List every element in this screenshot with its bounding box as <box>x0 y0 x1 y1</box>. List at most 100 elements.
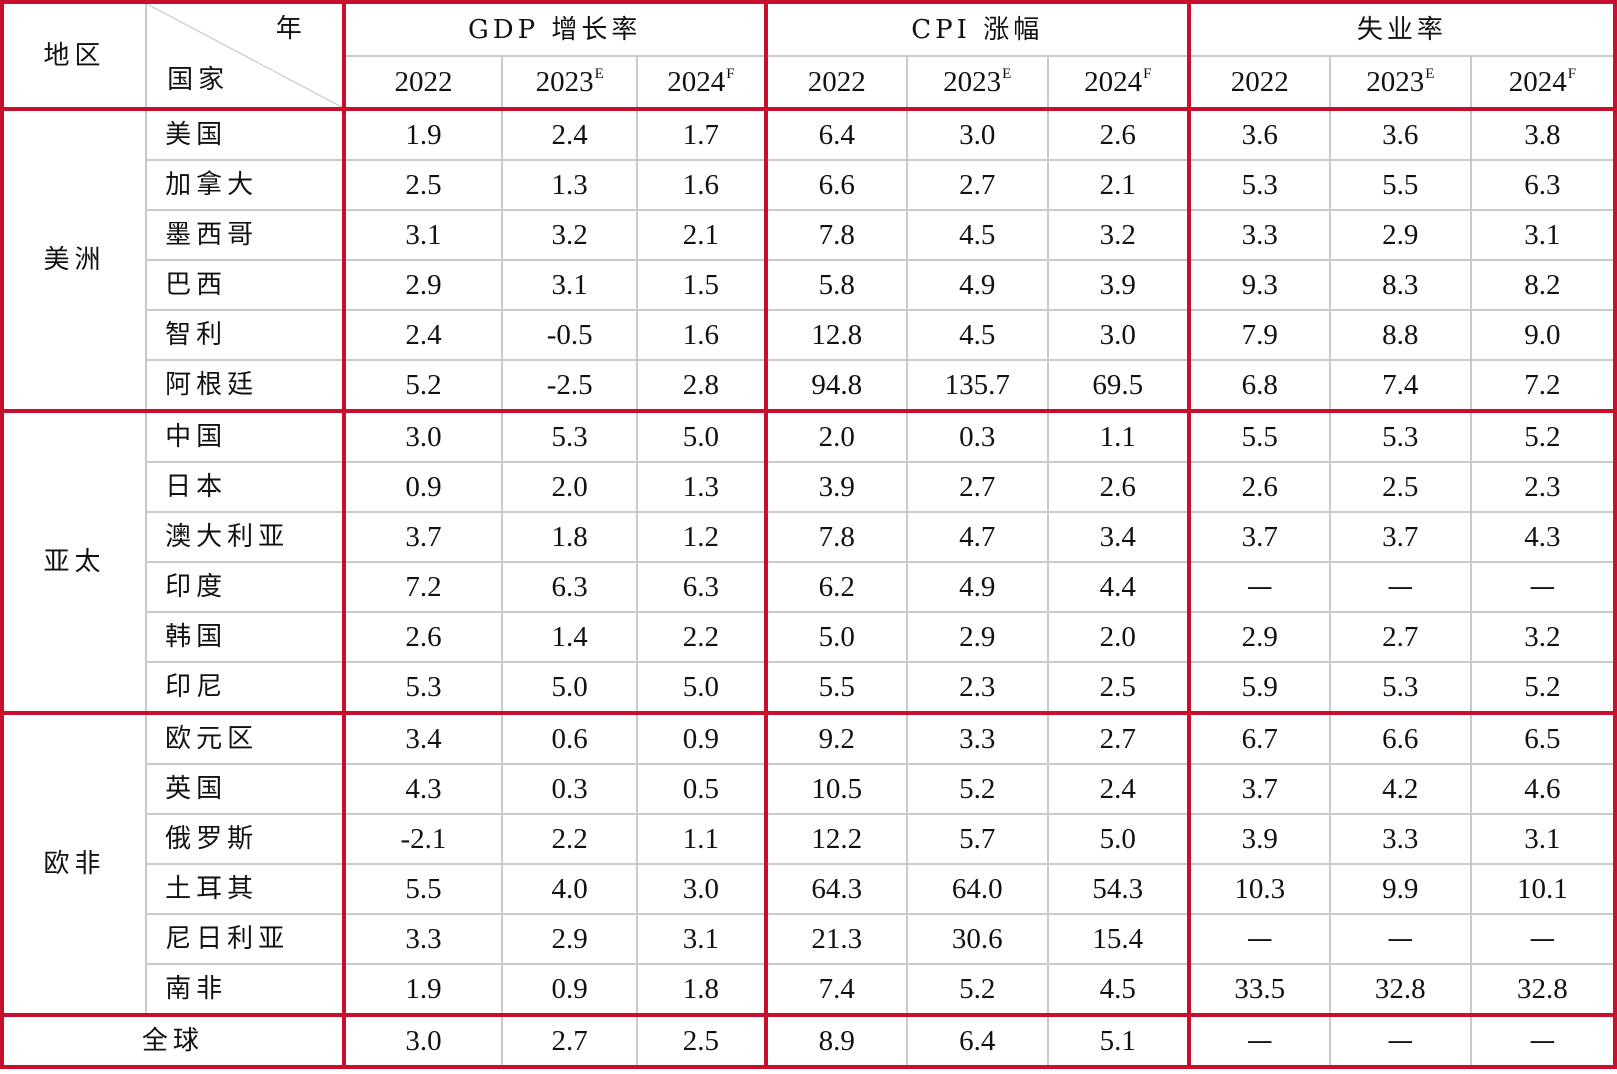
value-cell: 5.2 <box>1469 661 1617 715</box>
value-cell: 2.9 <box>1187 611 1331 663</box>
country-cell: 阿根廷 <box>145 359 346 413</box>
value-cell: 5.3 <box>501 410 639 463</box>
value-cell: 3.9 <box>1187 813 1331 865</box>
country-cell: 欧元区 <box>145 712 346 765</box>
value-cell: 30.6 <box>905 913 1049 965</box>
table-row: 美洲 美国 1.9 2.4 1.7 6.4 3.0 2.6 3.6 3.6 3.8 <box>0 108 1617 413</box>
value-cell: 7.2 <box>1469 359 1617 413</box>
corner-header: 年 国家 <box>145 0 346 111</box>
year-header: 2023E <box>905 55 1049 111</box>
value-cell: 9.3 <box>1187 259 1331 311</box>
value-cell: 3.3 <box>1328 813 1472 865</box>
table-row: 印尼 5.3 5.0 5.0 5.5 2.3 2.5 5.9 5.3 5.2 <box>2 661 1617 715</box>
value-cell: -2.5 <box>501 359 639 413</box>
value-cell: 7.2 <box>342 561 504 613</box>
value-cell: 5.0 <box>764 611 908 663</box>
value-cell: 6.2 <box>764 561 908 613</box>
value-cell: 7.4 <box>764 963 908 1017</box>
header-row-years: 2022 2023E 2024F 2022 2023E 2024F 2022 2023E 202… <box>2 55 1617 111</box>
region-cell: 亚太 <box>0 410 148 715</box>
value-cell: 6.6 <box>1328 712 1472 765</box>
value-cell: 3.1 <box>501 259 639 311</box>
value-cell: 2.8 <box>636 359 768 413</box>
diagonal-line-icon <box>147 4 342 107</box>
region-cell: 美洲 <box>0 108 148 413</box>
value-cell: — <box>1469 913 1617 965</box>
value-cell: — <box>1187 561 1331 613</box>
value-cell: 1.3 <box>501 159 639 211</box>
value-cell: 8.3 <box>1328 259 1472 311</box>
value-cell: 6.4 <box>905 1014 1049 1069</box>
value-cell: 2.9 <box>501 913 639 965</box>
table-row: 韩国 2.6 1.4 2.2 5.0 2.9 2.0 2.9 2.7 3.2 <box>2 611 1617 663</box>
value-cell: 5.0 <box>636 410 768 463</box>
value-cell: 4.3 <box>1469 511 1617 563</box>
value-cell: 3.2 <box>1046 209 1191 261</box>
value-cell: 0.9 <box>342 461 504 513</box>
value-cell: 5.5 <box>1328 159 1472 211</box>
value-cell: 2.6 <box>342 611 504 663</box>
value-cell: 0.9 <box>501 963 639 1017</box>
value-cell: 4.5 <box>1046 963 1191 1017</box>
value-cell: 8.9 <box>764 1014 908 1069</box>
year-value: 2023 <box>535 66 594 98</box>
value-cell: 12.2 <box>764 813 908 865</box>
value-cell: 5.9 <box>1187 661 1331 715</box>
value-cell: 1.9 <box>342 108 504 161</box>
total-row: 全球 3.0 2.7 2.5 8.9 6.4 5.1— — — <box>0 1014 1617 1069</box>
value-cell: 1.4 <box>501 611 639 663</box>
value-cell: 2.7 <box>905 159 1049 211</box>
value-cell: 6.3 <box>636 561 768 613</box>
value-cell: 2.9 <box>342 259 504 311</box>
value-cell: 9.2 <box>764 712 908 765</box>
year-value: 2022 <box>807 65 866 98</box>
value-cell: 21.3 <box>764 913 908 965</box>
value-cell: 2.1 <box>1046 159 1191 211</box>
region-header: 地区 <box>0 0 148 111</box>
value-cell: 3.3 <box>1187 209 1331 261</box>
country-cell: 南非 <box>145 963 346 1017</box>
country-cell: 澳大利亚 <box>145 511 346 563</box>
value-cell: 10.5 <box>764 763 908 815</box>
year-value: 2022 <box>1230 65 1289 98</box>
year-header: 2022 <box>342 55 504 111</box>
value-cell: 2.2 <box>636 611 768 663</box>
value-cell: 10.3 <box>1187 863 1331 915</box>
value-cell: 5.2 <box>1469 410 1617 463</box>
group-title: GDP 增长率 <box>468 15 642 45</box>
value-cell: 4.4 <box>1046 561 1191 613</box>
value-cell: 1.6 <box>636 159 768 211</box>
year-value: 2024 <box>1084 66 1143 98</box>
country-cell: 印尼 <box>145 661 346 715</box>
value-cell: 3.1 <box>342 209 504 261</box>
value-cell: 3.7 <box>1328 511 1472 563</box>
value-cell: 32.8 <box>1469 963 1617 1017</box>
table-row: 南非 1.9 0.9 1.8 7.4 5.2 4.5 33.5 32.8 32.8 <box>2 963 1617 1017</box>
value-cell: — <box>1328 913 1472 965</box>
value-cell: 64.3 <box>764 863 908 915</box>
value-cell: 0.3 <box>905 410 1049 463</box>
region-cell: 欧非 <box>0 712 148 1017</box>
table-row: 加拿大 2.5 1.3 1.6 6.6 2.7 2.1 5.3 5.5 6.3 <box>2 159 1617 211</box>
value-cell: 2.0 <box>1046 611 1191 663</box>
value-cell: — <box>1469 1014 1617 1069</box>
value-cell: 1.8 <box>636 963 768 1017</box>
value-cell: 5.0 <box>501 661 639 715</box>
total-label: 全球 <box>0 1014 346 1069</box>
value-cell: 8.8 <box>1328 309 1472 361</box>
value-cell: 3.1 <box>636 913 768 965</box>
country-cell: 日本 <box>145 461 346 513</box>
value-cell: 2.4 <box>1046 763 1191 815</box>
value-cell: 5.0 <box>1046 813 1191 865</box>
value-cell: 6.8 <box>1187 359 1331 413</box>
year-suffix: F <box>1567 66 1577 82</box>
value-cell: 2.7 <box>1328 611 1472 663</box>
year-header: 2022 <box>764 55 908 111</box>
year-suffix: E <box>594 66 604 82</box>
table-row: 亚太 中国 3.0 5.3 5.0 2.0 0.3 1.1 5.5 5.3 5.2 <box>0 410 1617 715</box>
value-cell: 2.2 <box>501 813 639 865</box>
country-cell: 墨西哥 <box>145 209 346 261</box>
value-cell: 4.0 <box>501 863 639 915</box>
value-cell: 3.6 <box>1328 108 1472 161</box>
value-cell: 2.9 <box>1328 209 1472 261</box>
